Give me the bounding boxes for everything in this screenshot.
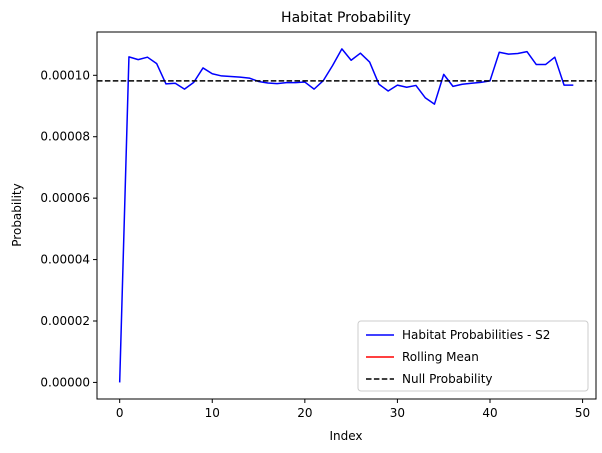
- legend-box: [357, 320, 589, 392]
- legend-label: Rolling Mean: [402, 350, 479, 364]
- x-tick-label: 20: [297, 406, 312, 420]
- x-axis: 0 10 20 30 40 50: [116, 399, 590, 420]
- y-tick-label: 0.00004: [40, 253, 90, 267]
- legend-label: Habitat Probabilities - S2: [402, 328, 550, 342]
- y-tick-label: 0.00008: [40, 130, 90, 144]
- legend: Habitat Probabilities - S2 Rolling Mean Nu…: [357, 320, 589, 392]
- x-tick-label: 40: [482, 406, 497, 420]
- plot-area: [97, 48, 596, 383]
- x-tick-label: 0: [116, 406, 124, 420]
- chart-title: Habitat Probability: [281, 10, 411, 26]
- axes-frame: [96, 31, 597, 400]
- x-tick-label: 30: [390, 406, 405, 420]
- y-tick-label: 0.00002: [40, 314, 90, 328]
- y-axis: 0.00000 0.00002 0.00004 0.00006 0.00008 0.000…: [40, 68, 97, 389]
- x-tick-label: 50: [575, 406, 590, 420]
- legend-label: Null Probability: [402, 372, 493, 386]
- y-axis-label: Probability: [10, 183, 24, 246]
- x-axis-label: Index: [329, 429, 362, 443]
- x-tick-label: 10: [205, 406, 220, 420]
- y-tick-label: 0.00000: [40, 375, 90, 389]
- y-tick-label: 0.00006: [40, 191, 90, 205]
- y-tick-label: 0.00010: [40, 68, 90, 82]
- series-line-0: [118, 48, 574, 383]
